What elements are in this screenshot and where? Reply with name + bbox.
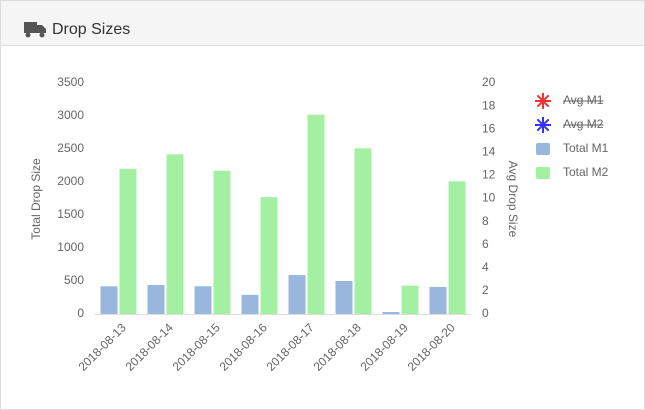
bar (119, 168, 137, 314)
y2-axis-label: Avg Drop Size (506, 161, 520, 238)
legend-marker (535, 93, 551, 109)
bar (448, 181, 466, 314)
truck-icon (24, 22, 46, 38)
legend-label[interactable]: Avg M2 (563, 117, 604, 131)
bar (241, 294, 259, 314)
y2-tick-label: 14 (482, 144, 496, 158)
y-tick-label: 1000 (57, 240, 84, 254)
legend-marker (535, 117, 551, 133)
bar (213, 170, 231, 314)
y2-tick-label: 6 (482, 237, 489, 251)
legend-marker (536, 143, 550, 155)
y2-tick-label: 12 (482, 168, 496, 182)
panel-title: Drop Sizes (52, 21, 130, 38)
bar (354, 148, 372, 314)
bar (382, 312, 400, 314)
y2-tick-label: 2 (482, 283, 489, 297)
y2-tick-label: 8 (482, 214, 489, 228)
bar (194, 286, 212, 314)
bar (288, 275, 306, 314)
y-axis-label: Total Drop Size (29, 158, 43, 240)
y-tick-label: 3500 (57, 75, 84, 89)
y-tick-label: 3000 (57, 108, 84, 122)
legend-label[interactable]: Total M2 (563, 165, 609, 179)
y-tick-label: 2500 (57, 141, 84, 155)
bar (401, 285, 419, 314)
y2-tick-label: 18 (482, 98, 496, 112)
legend-label[interactable]: Avg M1 (563, 93, 604, 107)
y2-tick-label: 20 (482, 75, 496, 89)
bar (147, 284, 165, 314)
bar (429, 286, 447, 314)
y2-tick-label: 10 (482, 191, 496, 205)
bar (100, 286, 118, 314)
bar (166, 154, 184, 314)
bar (307, 114, 325, 315)
y-tick-label: 1500 (57, 207, 84, 221)
y-tick-label: 500 (64, 273, 84, 287)
legend-marker (536, 167, 550, 179)
y2-tick-label: 16 (482, 121, 496, 135)
y-tick-label: 2000 (57, 174, 84, 188)
y2-tick-label: 4 (482, 260, 489, 274)
panel-header (1, 1, 644, 45)
bar (260, 197, 278, 314)
y-tick-label: 0 (77, 306, 84, 320)
bar (335, 281, 353, 314)
y2-tick-label: 0 (482, 306, 489, 320)
legend-label[interactable]: Total M1 (563, 141, 609, 155)
